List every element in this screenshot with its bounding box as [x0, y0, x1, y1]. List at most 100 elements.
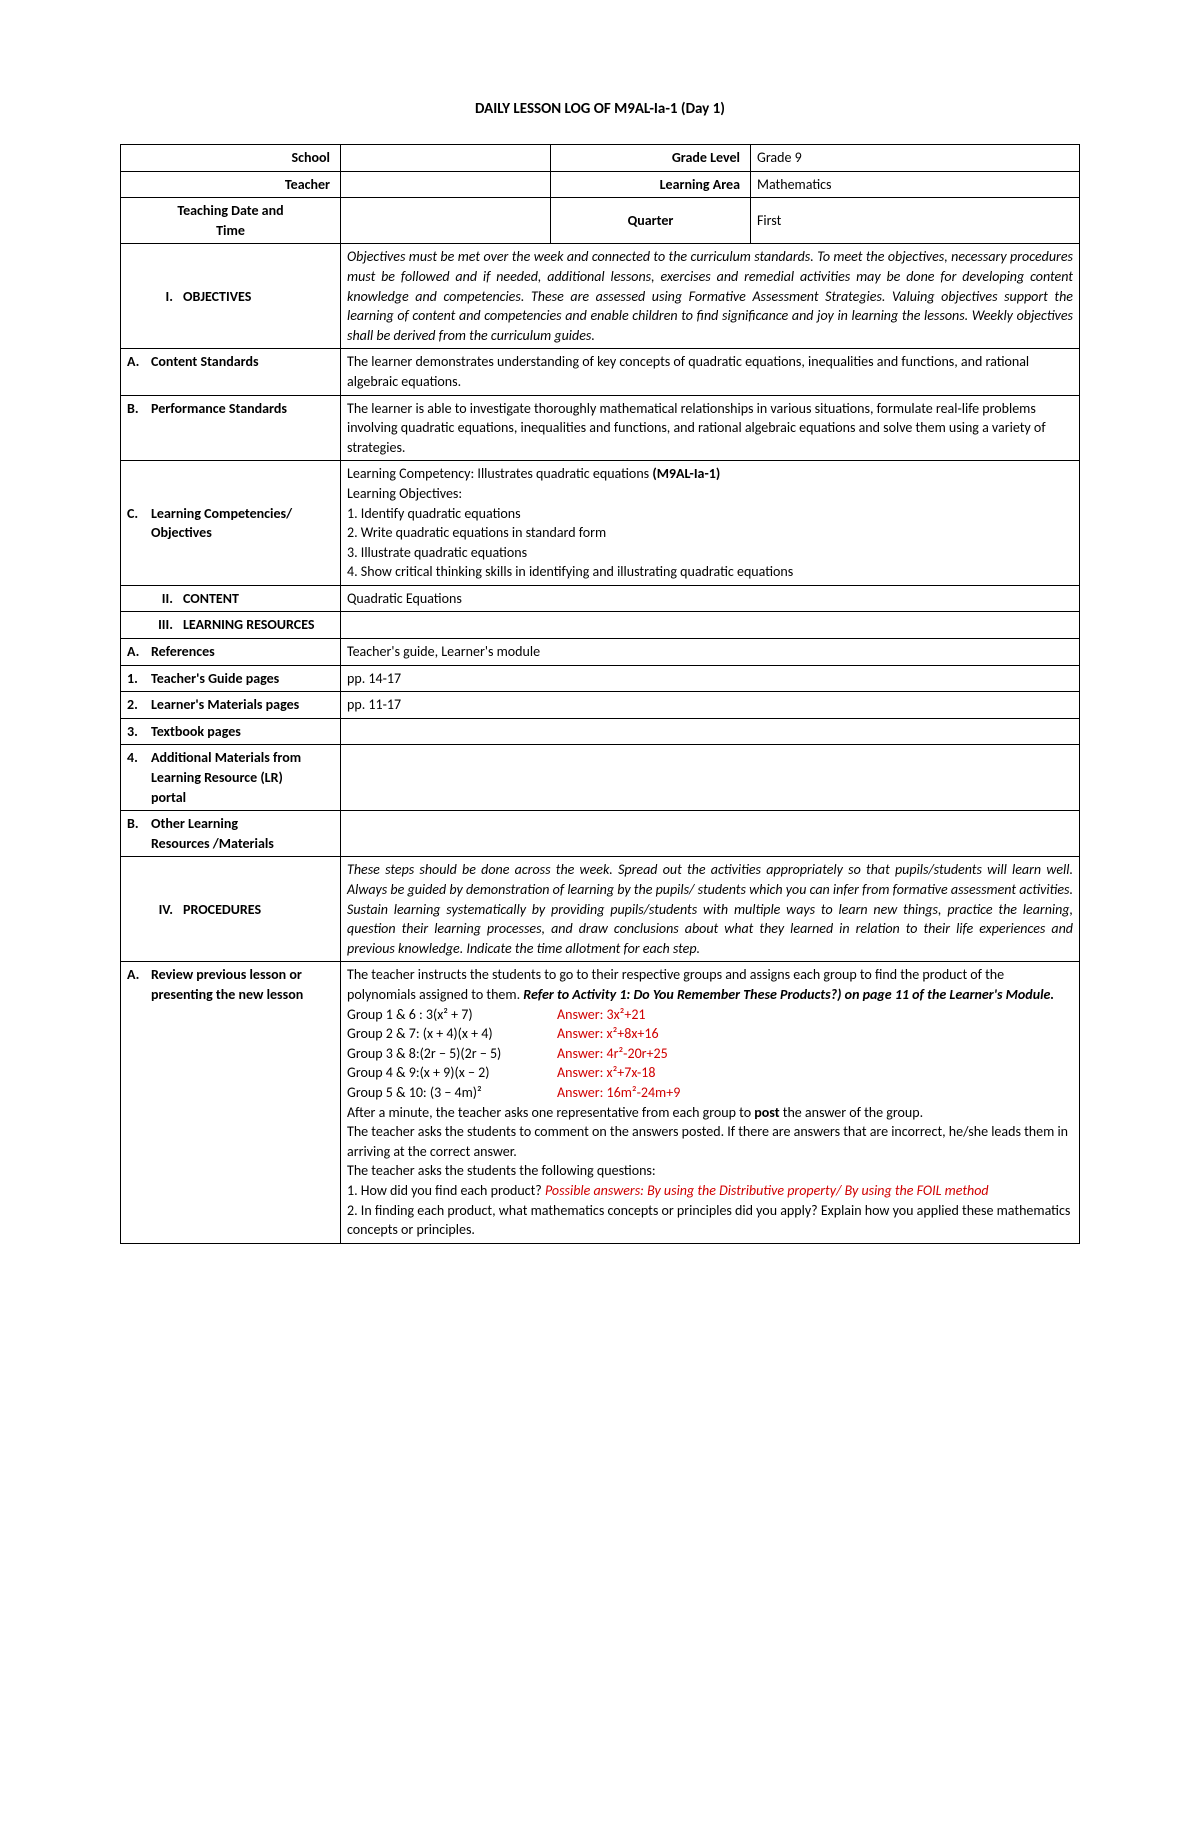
teachers-guide-text: pp. 14-17: [341, 665, 1080, 692]
grade-level-value: Grade 9: [751, 145, 1080, 172]
grade-level-label: Grade Level: [551, 145, 751, 172]
teachers-guide-label: 1.Teacher's Guide pages: [121, 665, 341, 692]
table-row: IV. PROCEDURES These steps should be done…: [121, 857, 1080, 962]
table-row: C.Learning Competencies/ Objectives Lear…: [121, 461, 1080, 586]
table-row: Teaching Date and Time Quarter First: [121, 198, 1080, 244]
perf-std-letter: B.: [127, 399, 145, 419]
group4-expr: Group 4 & 9:(x + 9)(x − 2): [347, 1063, 557, 1083]
resources-label-text: LEARNING RESOURCES: [183, 616, 315, 633]
group5-expr: Group 5 & 10: (3 − 4m)²: [347, 1083, 557, 1103]
review-p2c: the answer of the group.: [780, 1104, 924, 1121]
review-p2b: post: [754, 1104, 779, 1121]
other-label-l2: Resources /Materials: [127, 835, 274, 852]
review-p3: The teacher asks the students to comment…: [347, 1123, 1068, 1160]
table-row: 4.Additional Materials from Learning Res…: [121, 745, 1080, 811]
teaching-date-l2: Time: [216, 222, 245, 239]
performance-standards-text: The learner is able to investigate thoro…: [341, 395, 1080, 461]
group-line-1: Group 1 & 6 : 3(x² + 7)Answer: 3x²+21: [347, 1005, 1073, 1025]
lc-line1a: Learning Competency: Illustrates quadrat…: [347, 465, 652, 482]
lm-num: 2.: [127, 695, 145, 715]
lr-label-l2: Learning Resource (LR): [127, 769, 283, 786]
group1-answer: Answer: 3x²+21: [557, 1005, 1073, 1025]
other-label-l1: Other Learning: [151, 815, 238, 832]
content-std-letter: A.: [127, 352, 145, 372]
group1-expr: Group 1 & 6 : 3(x² + 7): [347, 1005, 557, 1025]
page: DAILY LESSON LOG OF M9AL-Ia-1 (Day 1) Sc…: [0, 0, 1200, 1284]
quarter-label: Quarter: [551, 198, 751, 244]
learning-area-value: Mathematics: [751, 171, 1080, 198]
objectives-text: Objectives must be met over the week and…: [341, 244, 1080, 349]
learners-materials-text: pp. 11-17: [341, 692, 1080, 719]
learning-area-label: Learning Area: [551, 171, 751, 198]
table-row: A.Content Standards The learner demonstr…: [121, 349, 1080, 395]
procedures-text: These steps should be done across the we…: [341, 857, 1080, 962]
group2-answer: Answer: x²+8x+16: [557, 1024, 1073, 1044]
teacher-label: Teacher: [121, 171, 341, 198]
learning-resources-label: III. LEARNING RESOURCES: [121, 612, 341, 639]
table-row: I. OBJECTIVES Objectives must be met over…: [121, 244, 1080, 349]
group5-answer: Answer: 16m²-24m+9: [557, 1083, 1073, 1103]
tb-num: 3.: [127, 722, 145, 742]
learners-materials-label: 2. Learner's Materials pages: [121, 692, 341, 719]
review-p1b: Refer to Activity 1: Do You Remember The…: [523, 986, 1054, 1003]
lc-line2: Learning Objectives:: [347, 485, 462, 502]
content-roman: II.: [147, 589, 173, 609]
table-row: 2. Learner's Materials pages pp. 11-17: [121, 692, 1080, 719]
textbook-label: 3. Textbook pages: [121, 718, 341, 745]
lm-label-text: Learner's Materials pages: [151, 696, 299, 713]
procedures-label: IV. PROCEDURES: [121, 857, 341, 962]
teacher-value: [341, 171, 551, 198]
references-label-text: References: [151, 643, 215, 660]
table-row: III. LEARNING RESOURCES: [121, 612, 1080, 639]
tb-label-text: Textbook pages: [151, 723, 241, 740]
learning-competencies-text: Learning Competency: Illustrates quadrat…: [341, 461, 1080, 586]
group3-expr: Group 3 & 8:(2r − 5)(2r − 5): [347, 1044, 557, 1064]
table-row: 3. Textbook pages: [121, 718, 1080, 745]
objectives-label-text: OBJECTIVES: [183, 288, 251, 305]
teaching-date-l1: Teaching Date and: [177, 202, 283, 219]
additional-materials-label: 4.Additional Materials from Learning Res…: [121, 745, 341, 811]
content-text: Quadratic Equations: [341, 585, 1080, 612]
performance-standards-label: B. Performance Standards: [121, 395, 341, 461]
lr-label-l1: Additional Materials from: [151, 749, 301, 766]
lc-letter: C.: [127, 504, 145, 524]
perf-std-label-text: Performance Standards: [151, 400, 287, 417]
review-label: A.Review previous lesson or presenting t…: [121, 962, 341, 1243]
procedures-roman: IV.: [147, 900, 173, 920]
school-label: School: [121, 145, 341, 172]
procedures-label-text: PROCEDURES: [183, 901, 261, 918]
content-label-text: CONTENT: [183, 590, 239, 607]
references-text: Teacher's guide, Learner's module: [341, 639, 1080, 666]
group-line-4: Group 4 & 9:(x + 9)(x − 2)Answer: x²+7x-…: [347, 1063, 1073, 1083]
learning-competencies-label: C.Learning Competencies/ Objectives: [121, 461, 341, 586]
lc-line4: 2. Write quadratic equations in standard…: [347, 524, 606, 541]
lesson-log-table: School Grade Level Grade 9 Teacher Learn…: [120, 144, 1080, 1244]
table-row: A.References Teacher's guide, Learner's …: [121, 639, 1080, 666]
review-q2: 2. In finding each product, what mathema…: [347, 1202, 1070, 1239]
group4-answer: Answer: x²+7x-18: [557, 1063, 1073, 1083]
lc-line5: 3. Illustrate quadratic equations: [347, 544, 527, 561]
content-std-label-text: Content Standards: [151, 353, 259, 370]
lc-line6: 4. Show critical thinking skills in iden…: [347, 563, 793, 580]
table-row: Teacher Learning Area Mathematics: [121, 171, 1080, 198]
group-line-2: Group 2 & 7: (x + 4)(x + 4)Answer: x²+8x…: [347, 1024, 1073, 1044]
objectives-roman: I.: [147, 287, 173, 307]
lc-line1b: (M9AL-Ia-1): [652, 465, 720, 482]
review-label-l2: presenting the new lesson: [127, 986, 303, 1003]
other-learning-label: B.Other Learning Resources /Materials: [121, 811, 341, 857]
lr-label-l3: portal: [127, 789, 186, 806]
resources-roman: III.: [147, 615, 173, 635]
tg-num: 1.: [127, 669, 145, 689]
review-q1b: Possible answers: By using the Distribut…: [545, 1182, 989, 1199]
lc-line3: 1. Identify quadratic equations: [347, 505, 521, 522]
group3-answer: Answer: 4r²-20r+25: [557, 1044, 1073, 1064]
document-title: DAILY LESSON LOG OF M9AL-Ia-1 (Day 1): [120, 100, 1080, 118]
objectives-label: I. OBJECTIVES: [121, 244, 341, 349]
table-row: 1.Teacher's Guide pages pp. 14-17: [121, 665, 1080, 692]
lc-label-l2: Objectives: [127, 524, 212, 541]
textbook-text: [341, 718, 1080, 745]
learning-resources-blank: [341, 612, 1080, 639]
teaching-date-value: [341, 198, 551, 244]
table-row: School Grade Level Grade 9: [121, 145, 1080, 172]
group-line-3: Group 3 & 8:(2r − 5)(2r − 5)Answer: 4r²-…: [347, 1044, 1073, 1064]
